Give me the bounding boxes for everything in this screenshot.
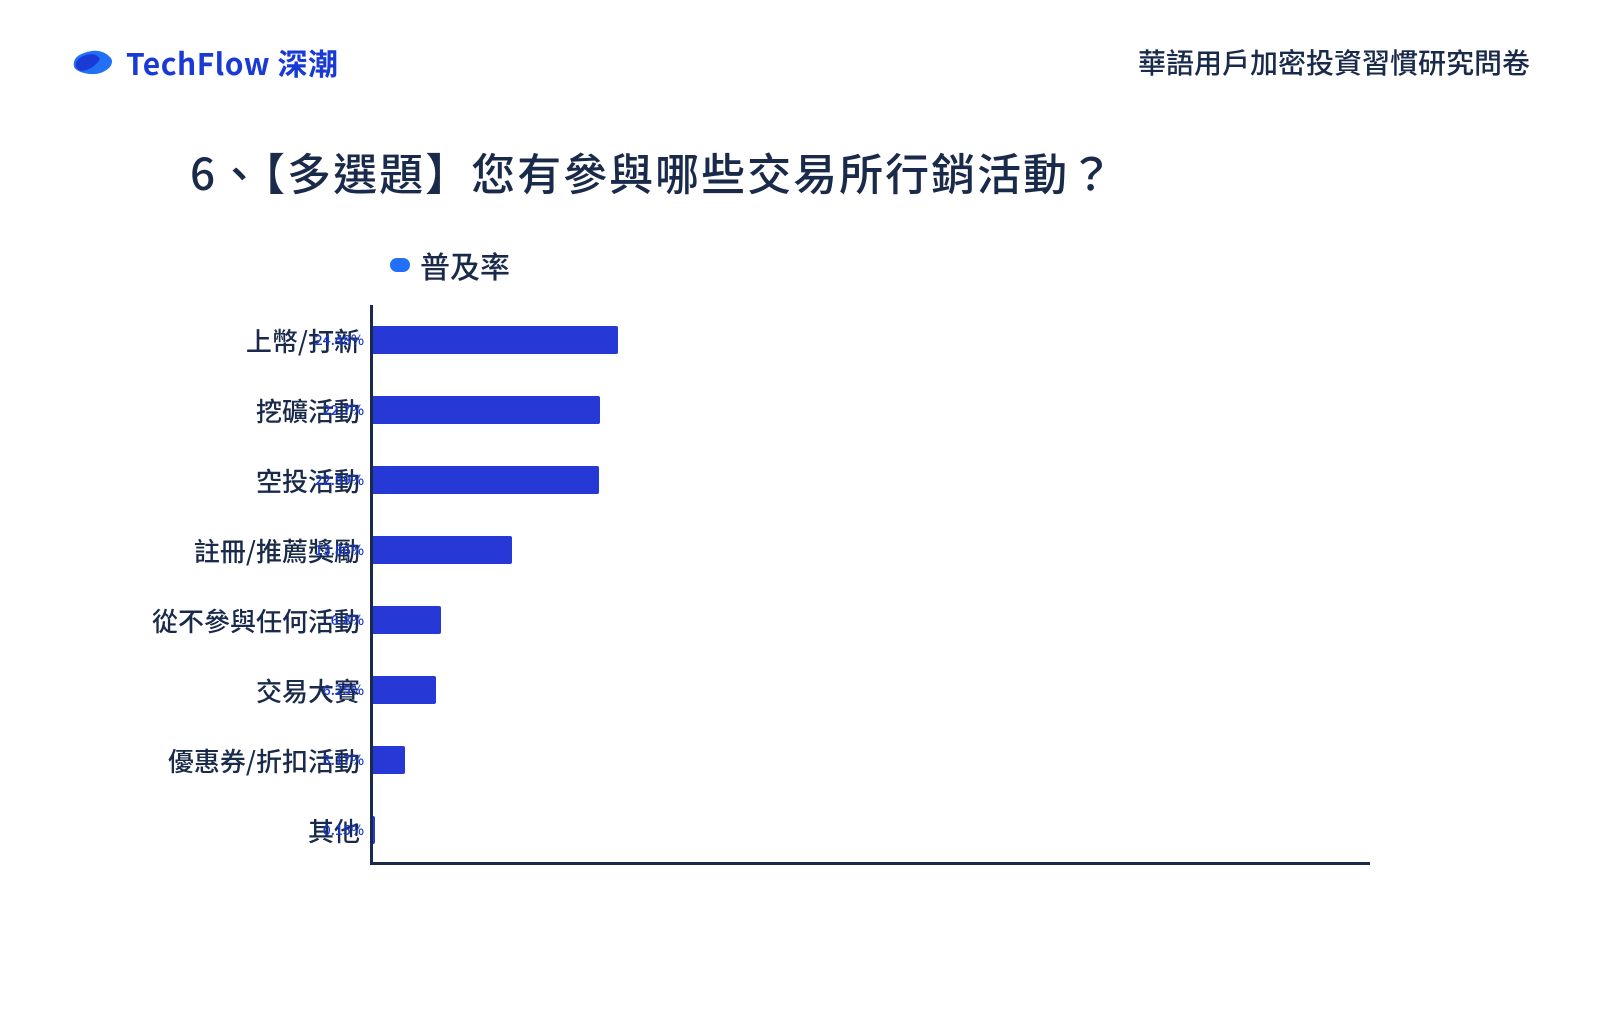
value-label: 13.86% (308, 540, 364, 560)
legend: 普及率 (390, 243, 1390, 287)
value-label: 6.25% (308, 680, 364, 700)
value-label: 0.15% (308, 820, 364, 840)
chart-row: 註冊/推薦獎勵13.86% (370, 515, 1370, 585)
chart-row: 其他0.15% (370, 795, 1370, 865)
logo: TechFlow 深潮 (70, 40, 338, 84)
value-label: 3.17% (308, 750, 364, 770)
value-label: 24.48% (308, 330, 364, 350)
chart-row: 上幣/打新24.48% (370, 305, 1370, 375)
value-label: 22.7% (308, 400, 364, 420)
chart-row: 挖礦活動22.7% (370, 375, 1370, 445)
bar (373, 326, 618, 354)
logo-text: TechFlow 深潮 (126, 40, 338, 84)
chart-row: 從不參與任何活動6.8% (370, 585, 1370, 655)
chart-row: 交易大賽6.25% (370, 655, 1370, 725)
bar (373, 606, 441, 634)
legend-label: 普及率 (420, 243, 510, 287)
bar (373, 746, 405, 774)
survey-title: 華語用戶加密投資習慣研究問卷 (1138, 42, 1530, 82)
bar (373, 816, 375, 844)
chart-row: 空投活動22.59% (370, 445, 1370, 515)
bar (373, 536, 512, 564)
header: TechFlow 深潮 華語用戶加密投資習慣研究問卷 (0, 0, 1600, 84)
chart-row: 優惠券/折扣活動3.17% (370, 725, 1370, 795)
logo-icon (70, 47, 114, 77)
bar (373, 396, 600, 424)
question-title: 6、【多選題】您有參與哪些交易所行銷活動？ (190, 139, 1600, 203)
value-label: 22.59% (308, 470, 364, 490)
bar (373, 466, 599, 494)
legend-swatch (390, 258, 410, 272)
bar (373, 676, 436, 704)
value-label: 6.8% (308, 610, 364, 630)
plot-area: 上幣/打新24.48%挖礦活動22.7%空投活動22.59%註冊/推薦獎勵13.… (370, 305, 1370, 865)
chart: 普及率 上幣/打新24.48%挖礦活動22.7%空投活動22.59%註冊/推薦獎… (190, 243, 1390, 865)
